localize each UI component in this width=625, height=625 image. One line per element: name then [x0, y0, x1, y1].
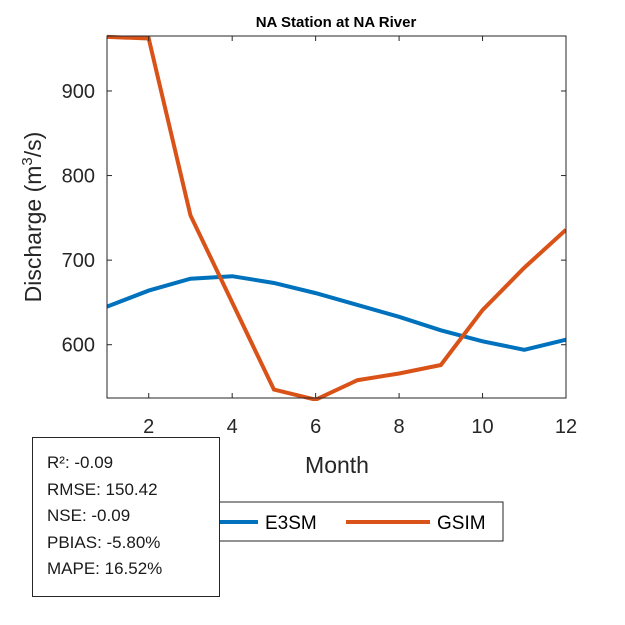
legend-label-gsim: GSIM	[437, 513, 486, 534]
stat-r2: R²: -0.09	[47, 453, 114, 472]
series-line-gsim	[107, 34, 566, 401]
stat-nse: NSE: -0.09	[47, 506, 131, 525]
plot-area	[107, 34, 566, 401]
x-tick-label: 2	[143, 416, 154, 438]
legend-label-e3sm: E3SM	[265, 513, 317, 534]
y-axis-label: Discharge (m3/s)	[19, 132, 46, 303]
stat-mape: MAPE: 16.52%	[47, 559, 163, 578]
axis-ticks: 2 4 6 8 10 12 600 700 800 900	[62, 36, 577, 438]
stat-rmse: RMSE: 150.42	[47, 479, 158, 499]
x-axis-label: Month	[305, 452, 369, 478]
x-tick-label: 4	[227, 416, 238, 438]
chart-title: NA Station at NA River	[256, 14, 417, 31]
x-tick-label: 6	[310, 416, 321, 438]
stats-box: R²: -0.09 RMSE: 150.42 NSE: -0.09 PBIAS:…	[32, 437, 220, 597]
y-tick-label: 900	[62, 81, 95, 103]
y-tick-label: 800	[62, 166, 95, 188]
y-tick-label: 600	[62, 335, 95, 357]
series-line-e3sm	[107, 274, 566, 352]
y-tick-label: 700	[62, 250, 95, 272]
stat-pbias: PBIAS: -5.80%	[47, 532, 161, 552]
x-tick-label: 10	[471, 416, 493, 438]
axes-box	[106, 35, 567, 399]
x-tick-label: 8	[394, 416, 405, 438]
x-tick-label: 12	[555, 416, 577, 438]
